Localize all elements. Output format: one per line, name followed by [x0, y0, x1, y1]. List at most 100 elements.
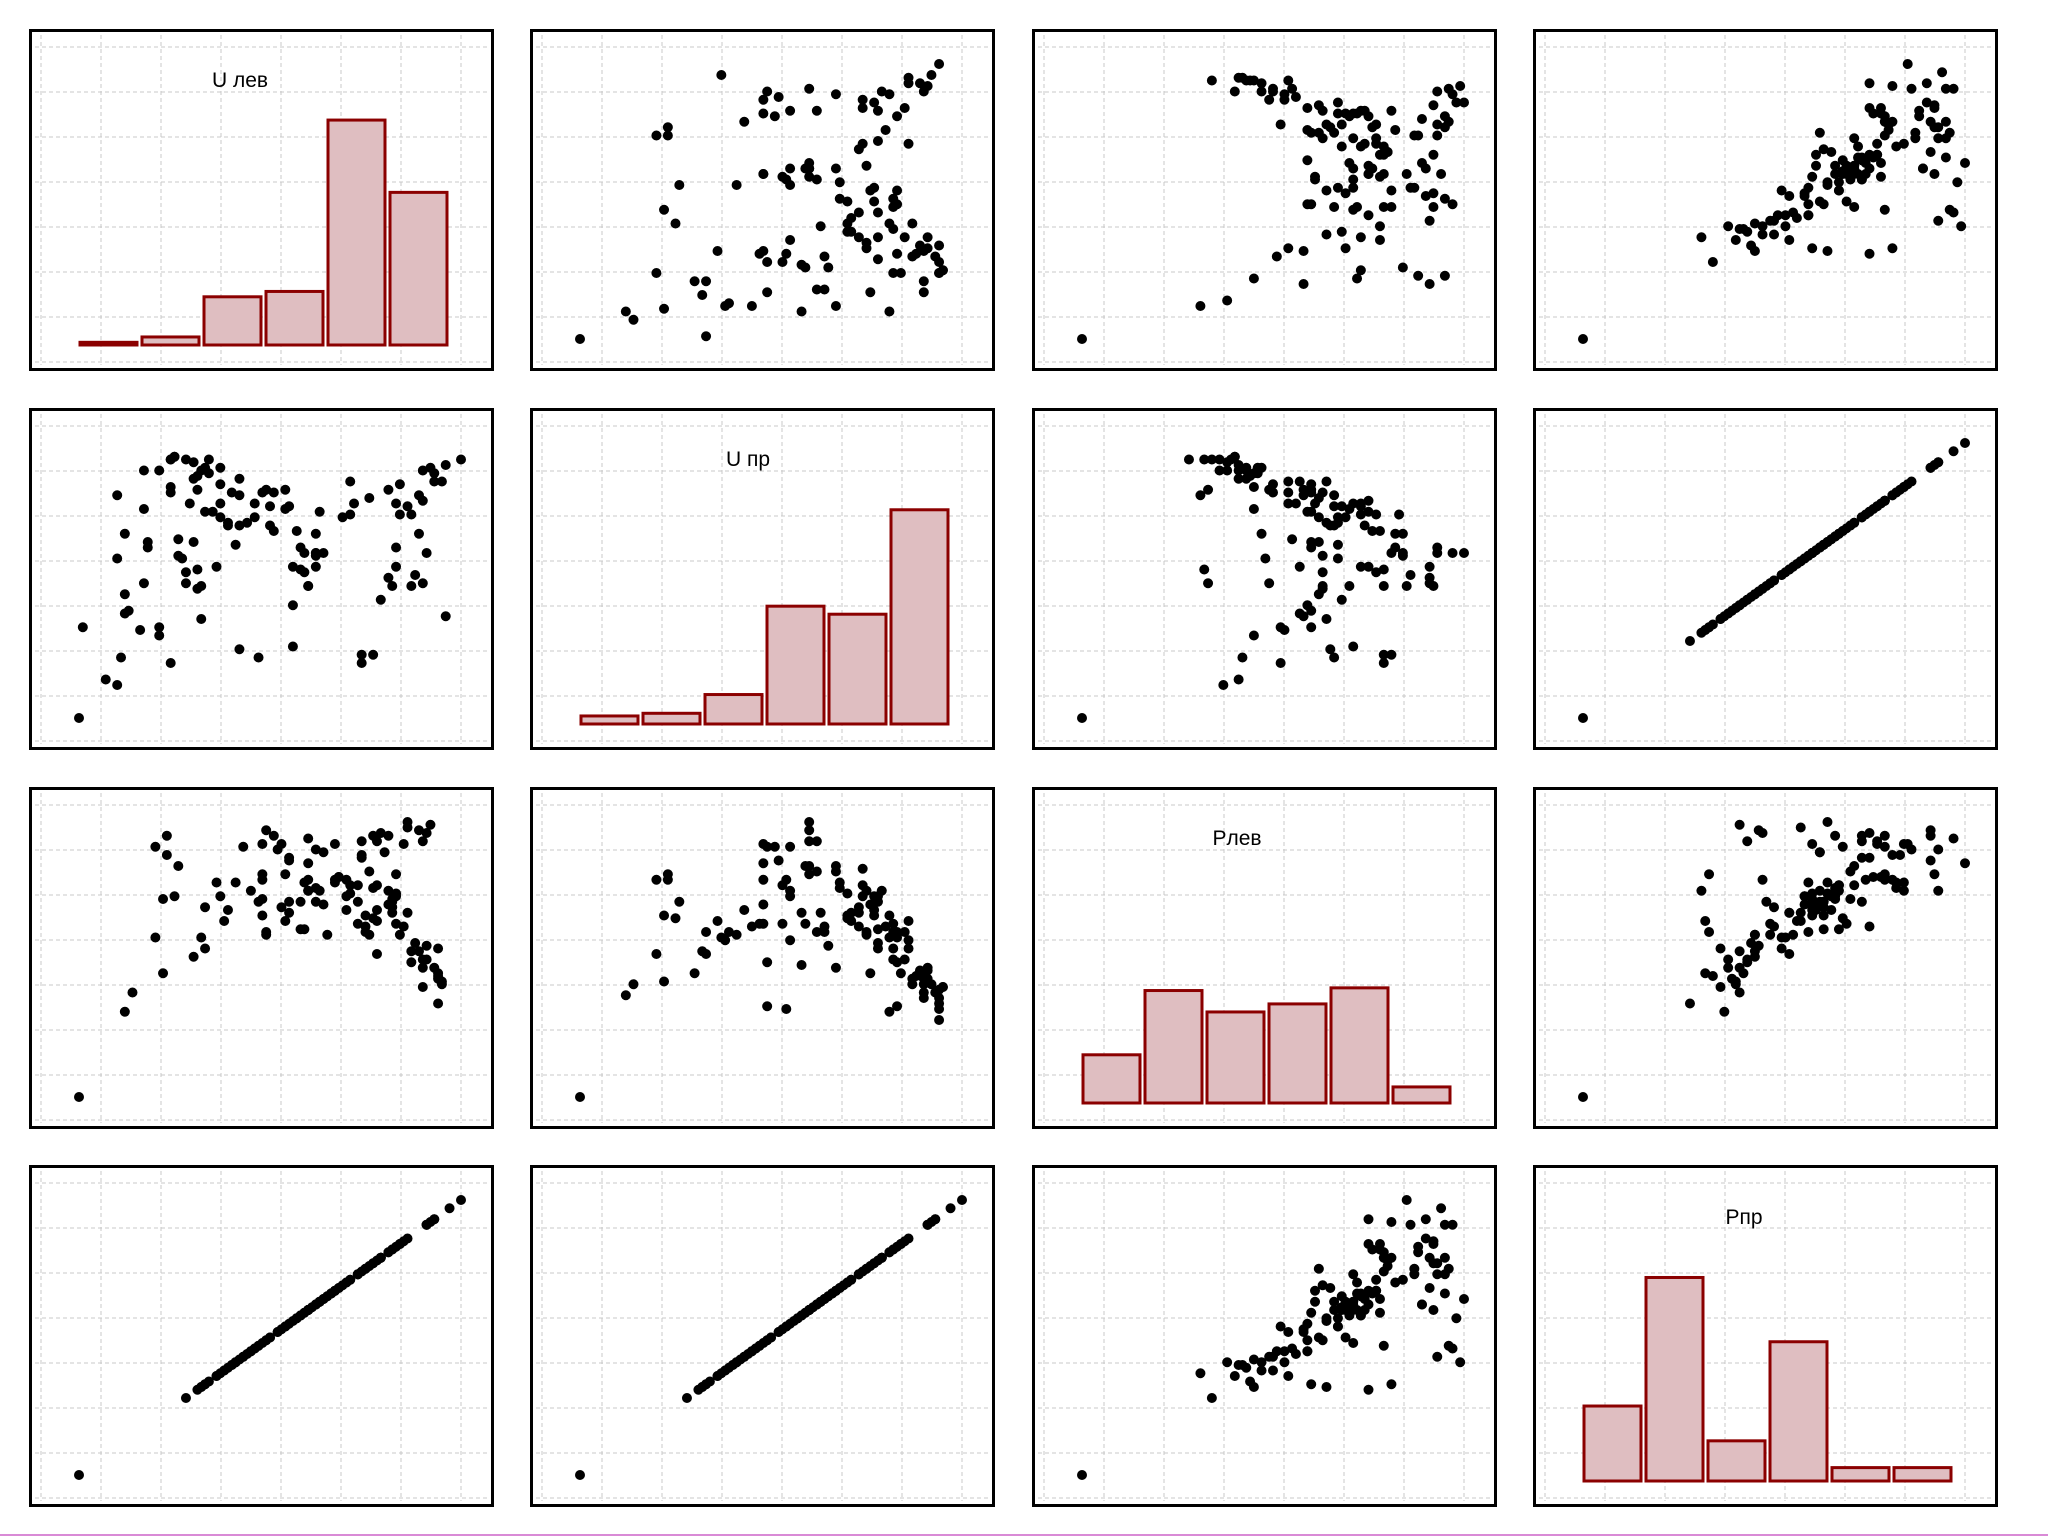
scatter-point — [1734, 946, 1745, 957]
scatter-point — [762, 287, 773, 298]
scatter-point — [872, 136, 883, 146]
hist-title-u-pr: U пр — [726, 448, 770, 471]
scatter-point — [1860, 874, 1871, 885]
panel-r2-c1 — [530, 787, 995, 1129]
scatter-point — [892, 957, 903, 968]
scatter-point — [417, 982, 428, 992]
scatter-point — [930, 1214, 941, 1225]
scatter-point — [1306, 537, 1317, 547]
scatter-point — [394, 929, 405, 940]
scatter-point — [957, 1195, 967, 1205]
scatter-point — [1218, 680, 1229, 690]
panel-frame — [1032, 408, 1497, 750]
scatter-point — [1749, 218, 1760, 229]
hist-bar — [1582, 1404, 1643, 1483]
scatter-point — [203, 468, 214, 479]
scatter-point — [391, 891, 402, 902]
hist-bar — [641, 711, 702, 726]
scatter-point — [158, 968, 169, 979]
scatter-point — [135, 625, 146, 635]
scatter-point — [1830, 830, 1841, 841]
scatter-point — [1203, 578, 1214, 589]
scatter-point — [869, 196, 880, 207]
scatter-point — [1374, 149, 1385, 160]
scatter-point — [1394, 509, 1405, 520]
scatter-point — [1439, 1219, 1450, 1230]
scatter-point — [689, 968, 700, 979]
scatter-point — [895, 268, 906, 278]
scatter-point — [200, 506, 211, 517]
scatter-point — [295, 1310, 306, 1321]
scatter-point — [712, 916, 723, 926]
scatter-point — [743, 1349, 754, 1359]
hist-bar — [1768, 1340, 1829, 1483]
scatter-point — [1283, 476, 1294, 487]
scatter-point — [1195, 301, 1206, 311]
scatter-point — [1818, 144, 1829, 155]
scatter-point — [295, 542, 306, 553]
scatter-point — [872, 105, 883, 116]
scatter-point — [1864, 921, 1875, 932]
panel-r0-c3 — [1533, 29, 1998, 371]
scatter-point — [1432, 1351, 1443, 1362]
scatter-point — [651, 130, 662, 141]
scatter-point — [429, 468, 440, 479]
scatter-point — [1283, 1371, 1294, 1381]
scatter-point — [922, 232, 933, 243]
scatter-point — [1298, 484, 1309, 495]
hist-bar — [703, 693, 764, 726]
scatter-point — [1432, 1269, 1443, 1280]
scatter-point — [1837, 913, 1848, 924]
scatter-point — [1321, 185, 1332, 196]
scatter-point — [1749, 246, 1760, 256]
scatter-point — [865, 968, 876, 979]
scatter-point — [1921, 78, 1932, 89]
scatter-point — [230, 539, 241, 550]
scatter-point — [192, 471, 203, 481]
panel-r1-c2 — [1032, 408, 1497, 750]
scatter-point — [1378, 202, 1389, 212]
scatter-point — [872, 943, 883, 954]
scatter-point — [899, 103, 910, 113]
panel-frame — [530, 29, 995, 371]
scatter-point — [1275, 1321, 1286, 1332]
scatter-point — [697, 946, 708, 957]
scatter-point — [1359, 138, 1370, 149]
scatter-point — [1769, 215, 1779, 226]
scatter-point — [337, 512, 348, 523]
scatter-point — [884, 89, 895, 100]
scatter-point — [662, 122, 673, 133]
scatter-point — [869, 891, 880, 902]
scatter-point — [1944, 127, 1955, 138]
scatter-point — [1833, 185, 1844, 196]
scatter-point — [1849, 160, 1860, 171]
scatter-point — [1447, 1343, 1458, 1354]
scatter-point — [1436, 1203, 1447, 1214]
scatter-point — [1822, 537, 1833, 547]
scatter-point — [421, 548, 432, 558]
scatter-point — [1940, 152, 1951, 163]
scatter-point — [1960, 858, 1970, 869]
scatter-point — [1436, 169, 1447, 179]
scatter-point — [758, 874, 769, 885]
scatter-point — [773, 855, 784, 866]
scatter-point — [934, 1004, 945, 1014]
scatter-point — [1860, 158, 1871, 168]
scatter-point — [758, 858, 769, 869]
scatter-point — [150, 932, 161, 943]
scatter-point — [196, 1382, 207, 1392]
scatter-point — [1241, 462, 1252, 473]
scatter-point — [398, 839, 409, 849]
scatter-point — [861, 243, 872, 254]
scatter-point — [674, 180, 685, 190]
scatter-point — [1378, 581, 1389, 591]
scatter-point — [781, 874, 792, 885]
scatter-point — [291, 526, 302, 536]
scatter-point — [785, 935, 796, 946]
scatter-point — [272, 1327, 283, 1337]
scatter-point — [945, 1203, 956, 1214]
scatter-point — [892, 185, 903, 196]
scatter-point — [211, 1371, 222, 1381]
scatter-point — [1367, 1288, 1378, 1299]
scatter-point — [1700, 916, 1711, 926]
